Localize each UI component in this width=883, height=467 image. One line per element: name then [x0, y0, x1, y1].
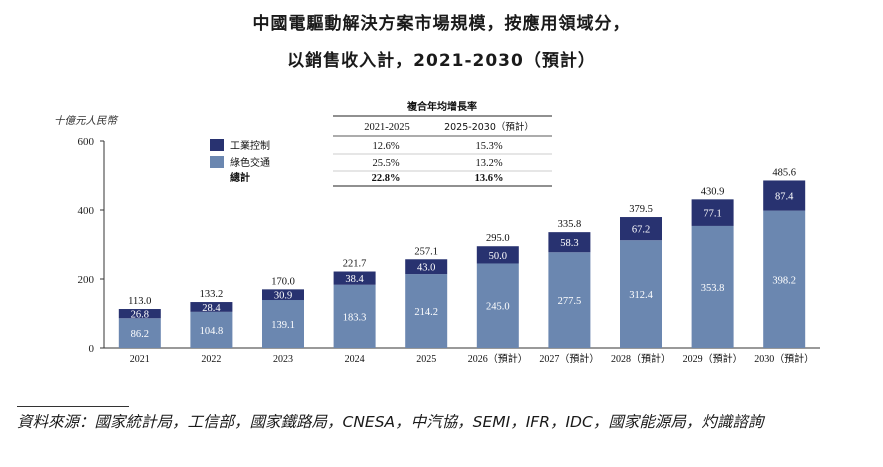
- bar-industrial-8: [691, 199, 734, 226]
- value-label-green-transport-0: 86.2: [131, 329, 149, 340]
- bar-industrial-4: [405, 259, 448, 275]
- bar-green-transport-0: [118, 318, 161, 348]
- total-label-5: 295.0: [486, 233, 510, 244]
- value-label-industrial-9: 87.4: [775, 192, 794, 203]
- x-tick-label-2: 2023: [273, 354, 293, 365]
- bar-green-transport-6: [548, 252, 591, 348]
- x-tick-label-8: 2029（預計）: [683, 352, 743, 365]
- x-tick-label-4: 2025: [416, 354, 436, 365]
- legend-label-industrial: 工業控制: [230, 139, 270, 152]
- bar-industrial-1: [190, 302, 233, 312]
- cagr-total-2025-2030: 13.6%: [475, 173, 504, 184]
- total-label-2: 170.0: [271, 276, 295, 287]
- cagr-total-label: 總計: [230, 171, 250, 184]
- cagr-header-period-1: 2021-2025: [364, 122, 410, 133]
- x-tick-label-5: 2026（預計）: [468, 352, 528, 365]
- legend-label-green-transport: 綠色交通: [230, 156, 270, 169]
- value-label-industrial-5: 50.0: [489, 251, 507, 262]
- value-label-industrial-1: 28.4: [202, 303, 221, 314]
- total-label-1: 133.2: [200, 289, 224, 300]
- value-label-green-transport-8: 353.8: [701, 283, 725, 294]
- total-label-3: 221.7: [343, 259, 367, 270]
- cagr-industrial-2025-2030: 15.3%: [475, 141, 502, 152]
- total-label-4: 257.1: [414, 246, 438, 257]
- source-note: 資料來源：國家統計局，工信部，國家鐵路局，CNESA，中汽協，SEMI，IFR，…: [17, 413, 764, 431]
- value-label-green-transport-4: 214.2: [414, 307, 438, 318]
- cagr-green-2021-2025: 25.5%: [372, 158, 399, 169]
- legend-swatch-green-transport: [210, 156, 224, 168]
- stacked-bar-chart: 十億元人民幣 複合年均增長率 2021-2025 2025-2030（預計） 工…: [54, 100, 820, 365]
- x-tick-label-1: 2022: [201, 354, 221, 365]
- bar-green-transport-1: [190, 311, 233, 348]
- bar-industrial-7: [620, 217, 662, 241]
- cagr-green-2025-2030: 13.2%: [475, 158, 502, 169]
- value-label-green-transport-2: 139.1: [271, 320, 295, 331]
- bar-green-transport-7: [620, 240, 662, 348]
- cagr-header-period-2: 2025-2030（預計）: [444, 121, 534, 133]
- bar-green-transport-4: [405, 274, 448, 348]
- value-label-green-transport-6: 277.5: [558, 296, 582, 307]
- value-label-industrial-8: 77.1: [703, 209, 721, 220]
- bar-green-transport-9: [763, 210, 806, 348]
- value-label-green-transport-1: 104.8: [200, 326, 224, 337]
- total-label-9: 485.6: [772, 167, 796, 178]
- value-label-industrial-6: 58.3: [560, 238, 578, 249]
- bar-industrial-2: [262, 289, 304, 301]
- total-label-8: 430.9: [701, 186, 725, 197]
- y-tick-label: 200: [78, 274, 95, 286]
- chart-title-line-2: 以銷售收入計，2021-2030（預計）: [287, 51, 596, 71]
- y-tick-label: 400: [78, 205, 95, 217]
- chart-title-line-1: 中國電驅動解決方案市場規模，按應用領域分，: [252, 14, 631, 34]
- value-label-industrial-3: 38.4: [345, 274, 364, 285]
- y-tick-label: 0: [89, 343, 95, 355]
- bar-industrial-6: [548, 232, 591, 253]
- bar-green-transport-3: [333, 284, 376, 348]
- x-tick-label-9: 2030（預計）: [754, 352, 814, 365]
- bar-green-transport-8: [691, 225, 734, 348]
- bar-industrial-0: [118, 309, 161, 319]
- cagr-total-2021-2025: 22.8%: [372, 173, 401, 184]
- bars: 86.2 26.8 113.0 2021 104.8 28.4 133.2 2022 139.1…: [118, 167, 814, 365]
- x-tick-label-3: 2024: [345, 354, 365, 365]
- bar-industrial-9: [763, 180, 806, 211]
- bar-industrial-5: [476, 246, 519, 264]
- y-tick-label: 600: [78, 136, 95, 148]
- bar-green-transport-5: [476, 263, 519, 348]
- total-label-7: 379.5: [629, 204, 653, 215]
- cagr-industrial-2021-2025: 12.6%: [372, 141, 399, 152]
- cagr-table: 複合年均增長率 2021-2025 2025-2030（預計） 工業控制 12.…: [210, 100, 552, 187]
- value-label-green-transport-5: 245.0: [486, 302, 510, 313]
- value-label-green-transport-9: 398.2: [772, 275, 796, 286]
- x-tick-label-0: 2021: [130, 354, 150, 365]
- value-label-industrial-7: 67.2: [632, 225, 650, 236]
- source-divider: [17, 406, 129, 407]
- total-label-6: 335.8: [558, 219, 582, 230]
- y-axis-unit-label: 十億元人民幣: [54, 115, 118, 127]
- x-tick-label-7: 2028（預計）: [611, 352, 671, 365]
- bar-green-transport-2: [262, 300, 304, 348]
- x-tick-label-6: 2027（預計）: [539, 352, 599, 365]
- cagr-table-title: 複合年均增長率: [406, 100, 477, 113]
- bar-industrial-3: [333, 271, 376, 285]
- value-label-industrial-4: 43.0: [417, 263, 435, 274]
- value-label-green-transport-7: 312.4: [629, 290, 653, 301]
- value-label-green-transport-3: 183.3: [343, 312, 367, 323]
- value-label-industrial-2: 30.9: [274, 291, 292, 302]
- legend-swatch-industrial: [210, 139, 224, 151]
- total-label-0: 113.0: [128, 296, 151, 307]
- value-label-industrial-0: 26.8: [131, 310, 149, 321]
